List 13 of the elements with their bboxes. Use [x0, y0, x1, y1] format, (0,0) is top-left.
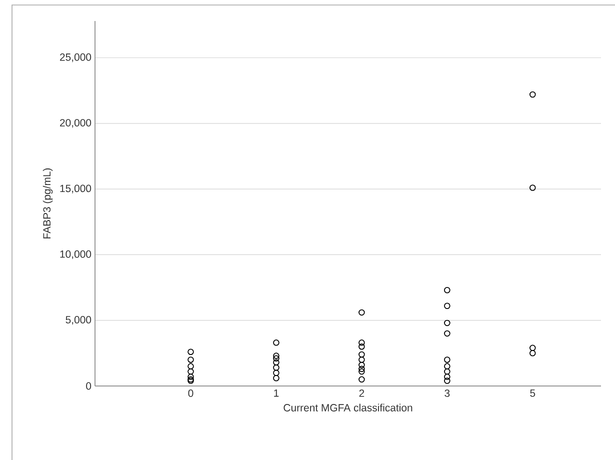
x-tick-label: 2	[359, 390, 364, 397]
y-tick-label: 0	[86, 382, 92, 390]
y-tick-label: 10,000	[60, 250, 92, 260]
y-axis-title: FABP3 (pg/mL)	[42, 168, 53, 238]
y-tick-label: 20,000	[60, 119, 92, 128]
x-axis-title: Current MGFA classification	[284, 404, 412, 412]
x-tick-label: 0	[188, 390, 194, 397]
x-tick-label: 3	[444, 390, 450, 397]
y-tick-label: 15,000	[60, 184, 92, 194]
x-tick-label: 5	[530, 390, 536, 397]
x-tick-label: 1	[274, 390, 279, 397]
y-tick-label: 25,000	[60, 53, 92, 62]
y-tick-label: 5,000	[66, 316, 92, 325]
